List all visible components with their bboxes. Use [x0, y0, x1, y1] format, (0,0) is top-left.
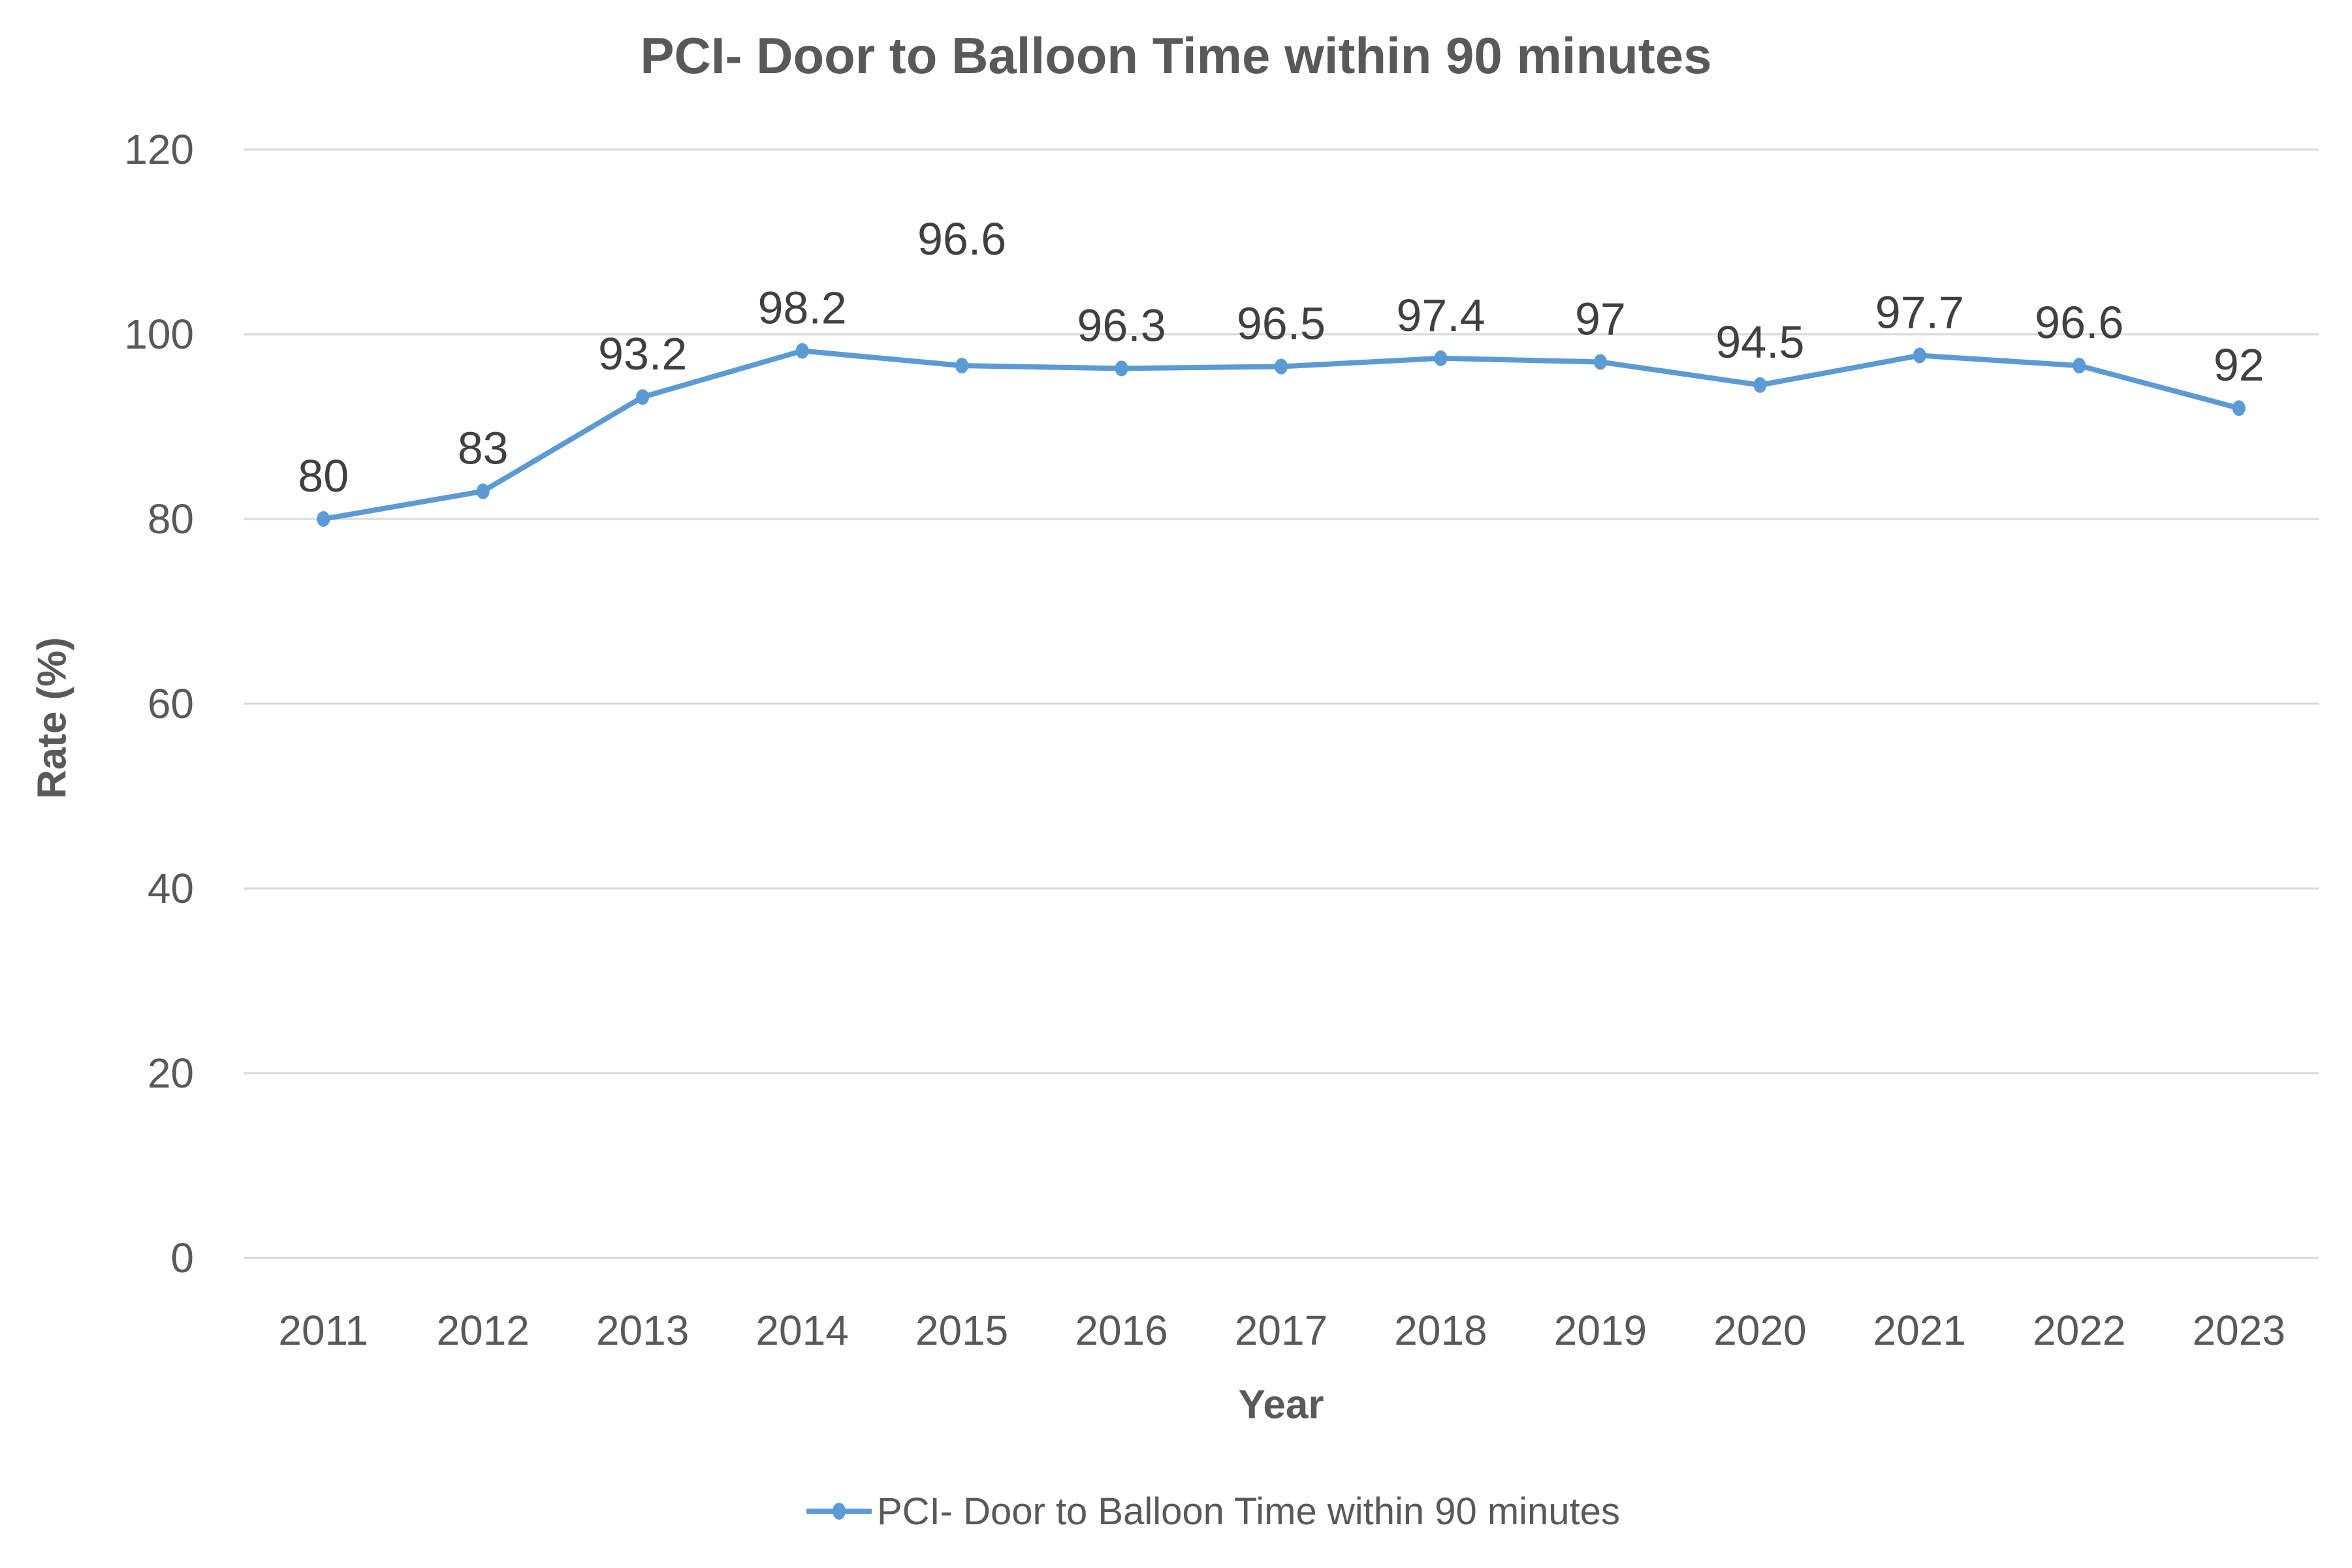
data-label: 80: [298, 450, 349, 501]
data-label: 96.6: [2035, 297, 2123, 348]
data-label: 97.7: [1875, 287, 1964, 338]
data-label: 96.5: [1237, 298, 1326, 349]
data-point-marker: [1913, 347, 1926, 364]
x-tick-label: 2018: [1394, 1307, 1487, 1354]
data-point-marker: [476, 483, 490, 499]
data-point-marker: [1593, 354, 1607, 370]
y-tick-label: 60: [148, 680, 194, 727]
data-point-marker: [2232, 400, 2246, 416]
x-tick-label: 2011: [278, 1307, 368, 1354]
data-series: [317, 343, 2246, 527]
y-axis-ticks: 0 20 40 60 80 100 120: [124, 126, 194, 1281]
data-point-marker: [1753, 377, 1767, 393]
y-tick-label: 0: [170, 1234, 194, 1281]
y-tick-label: 20: [148, 1050, 194, 1097]
data-point-marker: [636, 389, 650, 405]
x-tick-label: 2023: [2193, 1307, 2285, 1354]
data-point-marker: [1434, 350, 1448, 366]
x-tick-label: 2022: [2033, 1307, 2125, 1354]
x-tick-label: 2019: [1554, 1307, 1647, 1354]
y-axis-title: Rate (%): [29, 636, 75, 800]
x-tick-label: 2016: [1075, 1307, 1168, 1354]
data-label: 97: [1575, 293, 1626, 344]
y-tick-label: 80: [148, 495, 194, 542]
x-axis-title: Year: [1238, 1382, 1324, 1428]
x-tick-label: 2017: [1235, 1307, 1327, 1354]
data-point-marker: [1275, 358, 1288, 375]
x-tick-label: 2012: [437, 1307, 530, 1354]
data-label: 96.3: [1077, 300, 1166, 351]
data-label: 83: [458, 423, 509, 474]
data-label: 94.5: [1715, 317, 1804, 368]
data-label: 98.2: [757, 282, 846, 333]
data-point-marker: [955, 358, 969, 374]
data-label: 96.6: [917, 213, 1006, 264]
data-label: 97.4: [1396, 290, 1485, 341]
x-tick-label: 2015: [915, 1307, 1008, 1354]
data-point-marker: [1115, 360, 1128, 377]
x-tick-label: 2021: [1873, 1307, 1966, 1354]
chart-title: PCI- Door to Balloon Time within 90 minu…: [640, 27, 1712, 84]
data-labels: 80 83 93.2 98.2 96.6 96.3 96.5 97.4 97 94.5 97.7 96…: [298, 213, 2264, 501]
x-tick-label: 2013: [596, 1307, 689, 1354]
x-tick-label: 2014: [755, 1307, 848, 1354]
legend: PCI- Door to Balloon Time within 90 minu…: [806, 1488, 1620, 1534]
y-tick-label: 100: [124, 311, 194, 358]
legend-line-marker-icon: [806, 1503, 872, 1520]
x-axis-ticks: 2011 2012 2013 2014 2015 2016 2017 2018 2019 2020…: [278, 1307, 2285, 1354]
x-tick-label: 2020: [1713, 1307, 1806, 1354]
data-point-marker: [795, 343, 809, 359]
y-tick-label: 40: [148, 865, 194, 912]
data-point-marker: [2073, 358, 2086, 374]
legend-label: PCI- Door to Balloon Time within 90 minu…: [877, 1490, 1620, 1533]
data-point-marker: [317, 511, 330, 527]
y-tick-label: 120: [124, 126, 194, 173]
gridlines: [244, 148, 2319, 1259]
data-label: 92: [2214, 339, 2265, 390]
data-label: 93.2: [598, 328, 687, 379]
